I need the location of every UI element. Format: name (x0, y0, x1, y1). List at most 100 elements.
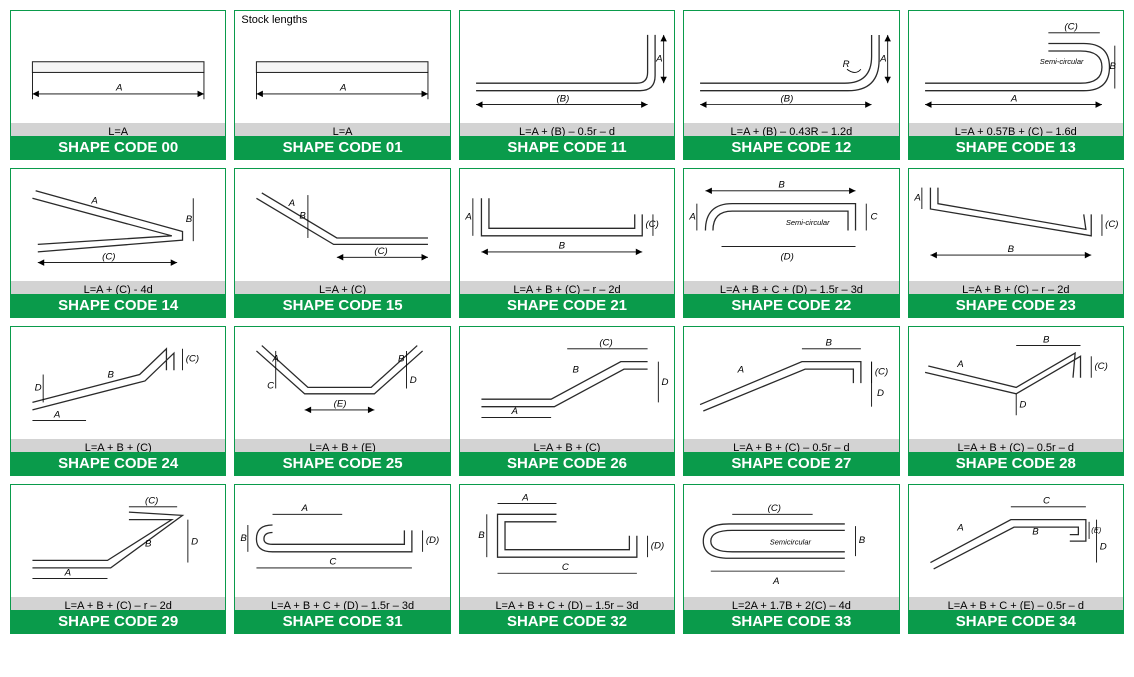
svg-text:D: D (1099, 542, 1106, 553)
diagram-area: A B (C) D (684, 327, 898, 439)
shape-code-label: SHAPE CODE 14 (11, 294, 225, 317)
diagram-area: (B) A (460, 11, 674, 123)
diagram-area: Semicircular (C) A B (684, 485, 898, 597)
diagram-area: R (B) A (684, 11, 898, 123)
shape-card-29: A B (C) D L=A + B + (C) – r – 2dSHAPE CO… (10, 484, 226, 634)
formula-label: L=A + B + (C) – r – 2d (11, 597, 225, 610)
formula-label: L=A + B + (C) – 0.5r – d (684, 439, 898, 452)
diagram-area: A B C D (E) (235, 327, 449, 439)
shape-code-grid: A L=ASHAPE CODE 00Stock lengths A L=ASHA… (10, 10, 1124, 634)
svg-text:D: D (35, 383, 42, 394)
svg-text:B: B (1109, 61, 1116, 72)
svg-text:A: A (913, 192, 920, 203)
diagram-area: Stock lengths A (235, 11, 449, 123)
svg-text:B: B (1007, 244, 1014, 255)
svg-text:A: A (956, 359, 963, 370)
svg-text:A: A (53, 409, 60, 420)
svg-text:D: D (1019, 400, 1026, 411)
svg-text:B: B (478, 530, 485, 541)
shape-card-34: A B C D (E) L=A + B + C + (E) – 0.5r – d… (908, 484, 1124, 634)
shape-card-01: Stock lengths A L=ASHAPE CODE 01 (234, 10, 450, 160)
shape-code-label: SHAPE CODE 00 (11, 136, 225, 159)
svg-text:C: C (268, 380, 275, 391)
shape-code-label: SHAPE CODE 28 (909, 452, 1123, 475)
formula-label: L=2A + 1.7B + 2(C) – 4d (684, 597, 898, 610)
svg-text:(C): (C) (1105, 219, 1118, 230)
svg-text:Semi-circular: Semi-circular (1039, 57, 1083, 66)
svg-text:B: B (398, 354, 405, 365)
svg-text:C: C (330, 557, 337, 568)
svg-text:D: D (661, 377, 668, 388)
shape-code-label: SHAPE CODE 27 (684, 452, 898, 475)
formula-label: L=A + B + C + (D) – 1.5r – 3d (684, 281, 898, 294)
svg-text:(E): (E) (1091, 526, 1102, 535)
diagram-area: A B C (D) (460, 485, 674, 597)
svg-text:D: D (877, 388, 884, 399)
svg-text:(D): (D) (651, 541, 664, 552)
svg-text:(C): (C) (186, 354, 199, 365)
svg-text:B: B (826, 338, 833, 349)
svg-text:C: C (1043, 496, 1050, 507)
svg-text:C: C (562, 562, 569, 573)
diagram-area: A (C) B (909, 169, 1123, 281)
svg-text:B: B (107, 370, 114, 381)
svg-text:B: B (1043, 334, 1050, 345)
svg-text:C: C (871, 212, 878, 223)
diagram-area: A B (C) (460, 169, 674, 281)
shape-code-label: SHAPE CODE 26 (460, 452, 674, 475)
formula-label: L=A + 0.57B + (C) – 1.6d (909, 123, 1123, 136)
diagram-area: A B (C) D (11, 485, 225, 597)
svg-text:B: B (1032, 527, 1039, 538)
diagram-area: Semi-circular A B C (D) (684, 169, 898, 281)
svg-text:A: A (339, 83, 346, 94)
formula-label: L=A + B + (C) – 0.5r – d (909, 439, 1123, 452)
shape-card-27: A B (C) D L=A + B + (C) – 0.5r – dSHAPE … (683, 326, 899, 476)
svg-text:R: R (843, 59, 850, 70)
shape-card-33: Semicircular (C) A B L=2A + 1.7B + 2(C) … (683, 484, 899, 634)
formula-label: L=A + B + C + (D) – 1.5r – 3d (460, 597, 674, 610)
formula-label: L=A + (B) – 0.5r – d (460, 123, 674, 136)
shape-code-label: SHAPE CODE 21 (460, 294, 674, 317)
shape-card-00: A L=ASHAPE CODE 00 (10, 10, 226, 160)
formula-label: L=A + B + (C) (11, 439, 225, 452)
svg-text:A: A (301, 503, 308, 514)
diagram-area: A B (C) (11, 169, 225, 281)
shape-code-label: SHAPE CODE 29 (11, 610, 225, 633)
svg-text:A: A (464, 212, 471, 223)
svg-text:B: B (186, 214, 193, 225)
svg-text:A: A (689, 212, 696, 223)
formula-label: L=A + B + (C) (460, 439, 674, 452)
shape-card-32: A B C (D) L=A + B + C + (D) – 1.5r – 3dS… (459, 484, 675, 634)
formula-label: L=A + B + C + (D) – 1.5r – 3d (235, 597, 449, 610)
svg-text:(C): (C) (875, 367, 888, 378)
diagram-area: A (11, 11, 225, 123)
shape-card-21: A B (C) L=A + B + (C) – r – 2dSHAPE CODE… (459, 168, 675, 318)
svg-text:B: B (572, 364, 579, 375)
svg-text:(D): (D) (426, 535, 439, 546)
shape-card-28: A B (C) D L=A + B + (C) – 0.5r – dSHAPE … (908, 326, 1124, 476)
shape-code-label: SHAPE CODE 15 (235, 294, 449, 317)
formula-label: L=A + (C) (235, 281, 449, 294)
svg-text:A: A (64, 567, 71, 578)
diagram-area: A B C D (E) (909, 485, 1123, 597)
shape-code-label: SHAPE CODE 32 (460, 610, 674, 633)
stock-lengths-note: Stock lengths (241, 14, 307, 26)
shape-card-12: R (B) A L=A + (B) – 0.43R – 1.2dSHAPE CO… (683, 10, 899, 160)
svg-text:Semicircular: Semicircular (770, 537, 812, 546)
diagram-area: A B (C) D (11, 327, 225, 439)
shape-card-15: A B (C) L=A + (C)SHAPE CODE 15 (234, 168, 450, 318)
svg-text:(D): (D) (781, 251, 794, 262)
svg-text:Semi-circular: Semi-circular (786, 218, 830, 227)
svg-text:(C): (C) (599, 338, 612, 349)
formula-label: L=A + (B) – 0.43R – 1.2d (684, 123, 898, 136)
diagram-area: A B (C) (235, 169, 449, 281)
diagram-area: A B C (D) (235, 485, 449, 597)
svg-text:A: A (521, 492, 528, 503)
svg-text:A: A (772, 576, 779, 587)
formula-label: L=A + B + C + (E) – 0.5r – d (909, 597, 1123, 610)
svg-text:A: A (956, 522, 963, 533)
svg-text:(C): (C) (145, 496, 158, 507)
shape-code-label: SHAPE CODE 01 (235, 136, 449, 159)
svg-text:(C): (C) (1094, 361, 1107, 372)
shape-code-label: SHAPE CODE 31 (235, 610, 449, 633)
